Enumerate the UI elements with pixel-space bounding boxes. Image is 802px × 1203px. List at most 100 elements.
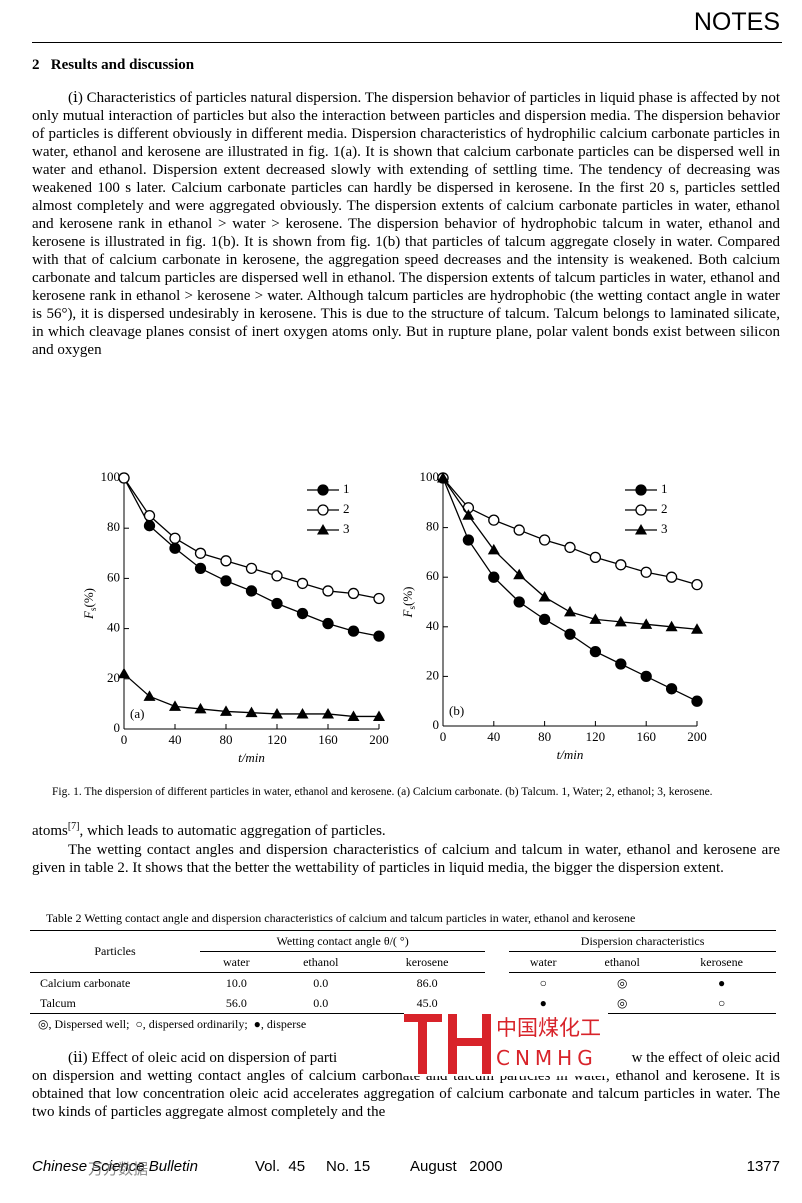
marker [169, 532, 181, 544]
table-footnote: ◎, Dispersed well; ○, dispersed ordinari… [38, 1017, 307, 1031]
y-axis-label: Fs(%) [81, 588, 98, 620]
unit: (%) [400, 587, 415, 607]
page-number: 1377 [746, 1158, 780, 1175]
panel-label: (a) [130, 706, 144, 721]
subscript: s [407, 606, 417, 610]
x-tick-label: 0 [121, 732, 128, 747]
citation: [7] [67, 821, 80, 832]
marker [143, 520, 156, 532]
marker [194, 562, 207, 575]
marker [589, 645, 602, 658]
x-axis-label: t/min [238, 750, 265, 765]
date: August 2000 [410, 1158, 503, 1175]
paragraph: (ⅰ) Characteristics of particles natural… [32, 90, 780, 358]
table-cell: ● [717, 975, 726, 990]
marker [437, 472, 449, 483]
gap [485, 993, 509, 1014]
marker [513, 524, 525, 536]
x-tick-label: 40 [487, 729, 500, 744]
y-tick-label: 0 [433, 717, 440, 732]
marker [564, 605, 576, 617]
marker [296, 577, 309, 590]
legend-label: 2 [661, 501, 668, 516]
marker [665, 683, 678, 695]
gap [485, 931, 509, 952]
marker [296, 707, 309, 719]
y-tick-label: 0 [114, 720, 121, 735]
table-cell: Calcium carbonate [40, 975, 131, 990]
marker [220, 575, 232, 587]
marker [538, 534, 551, 546]
x-tick-label: 120 [267, 732, 287, 747]
x-tick-label: 40 [169, 732, 182, 747]
marker [589, 613, 602, 624]
x-axis-label: t/min [557, 747, 584, 762]
marker [143, 510, 156, 522]
marker [665, 620, 678, 632]
marker [220, 555, 232, 567]
y-axis-label: Fs(%) [400, 587, 417, 619]
column-header: water [200, 951, 273, 973]
series-line [442, 477, 698, 702]
issue: No. 15 [326, 1158, 371, 1175]
marker [347, 587, 360, 600]
stamp: 万方数据 [88, 1160, 149, 1178]
table-row: Talcum 56.0 0.0 45.0 ● ◎ ○ [30, 993, 776, 1014]
x-tick-label: 0 [440, 729, 447, 744]
legend-marker [635, 524, 647, 535]
marker [322, 617, 334, 630]
marker [245, 585, 258, 597]
table-cell: ◎ [616, 975, 628, 990]
text: (ⅱ) Effect of oleic acid on dispersion o… [68, 1050, 338, 1066]
marker [245, 562, 258, 575]
watermark-logo [404, 1012, 496, 1076]
header-rule [32, 42, 782, 43]
x-tick-label: 200 [687, 729, 707, 744]
table-row: Particles Wetting contact angle θ/( °) D… [30, 930, 776, 973]
table-cell: 10.0 [225, 975, 247, 990]
table-cell: 45.0 [416, 995, 438, 1010]
table-cell: ○ [717, 995, 726, 1010]
watermark-name: 中国煤化工 [496, 1016, 601, 1040]
y-tick-label: 100 [420, 469, 440, 484]
paragraph: on dispersion and wetting contact angles… [32, 1068, 780, 1120]
marker [589, 551, 602, 564]
x-tick-label: 160 [318, 732, 338, 747]
marker [194, 547, 207, 559]
table-cell: Talcum [40, 995, 76, 1010]
marker [194, 702, 207, 714]
table: Particles Wetting contact angle θ/( °) D… [30, 930, 776, 1014]
section-heading: 2 Results and discussion [32, 57, 195, 73]
marker [169, 542, 181, 554]
legend-label: 1 [661, 481, 668, 496]
marker [665, 571, 678, 583]
marker [640, 618, 653, 629]
marker [373, 630, 385, 642]
x-tick-label: 200 [369, 732, 389, 747]
legend-label: 1 [343, 481, 350, 496]
marker [640, 566, 652, 578]
x-tick-label: 160 [636, 729, 656, 744]
marker [691, 695, 703, 707]
volume: Vol. 45 [255, 1158, 306, 1175]
marker [347, 710, 360, 721]
x-tick-label: 80 [538, 729, 551, 744]
marker [118, 472, 130, 484]
legend-marker [317, 484, 329, 496]
text: w the effect of oleic acid [631, 1050, 780, 1066]
marker [614, 615, 627, 627]
table-cell: 0.0 [313, 995, 329, 1010]
gap [485, 973, 509, 994]
marker [640, 670, 652, 683]
table-row: Calcium carbonate 10.0 0.0 86.0 ○ ◎ ● [30, 973, 776, 994]
text: atoms [32, 823, 68, 839]
gap [485, 952, 509, 973]
legend-marker [635, 504, 647, 516]
unit: (%) [81, 588, 96, 608]
symbol: F [81, 610, 96, 620]
marker [118, 667, 130, 679]
y-tick-label: 80 [107, 519, 120, 534]
marker [538, 613, 551, 626]
